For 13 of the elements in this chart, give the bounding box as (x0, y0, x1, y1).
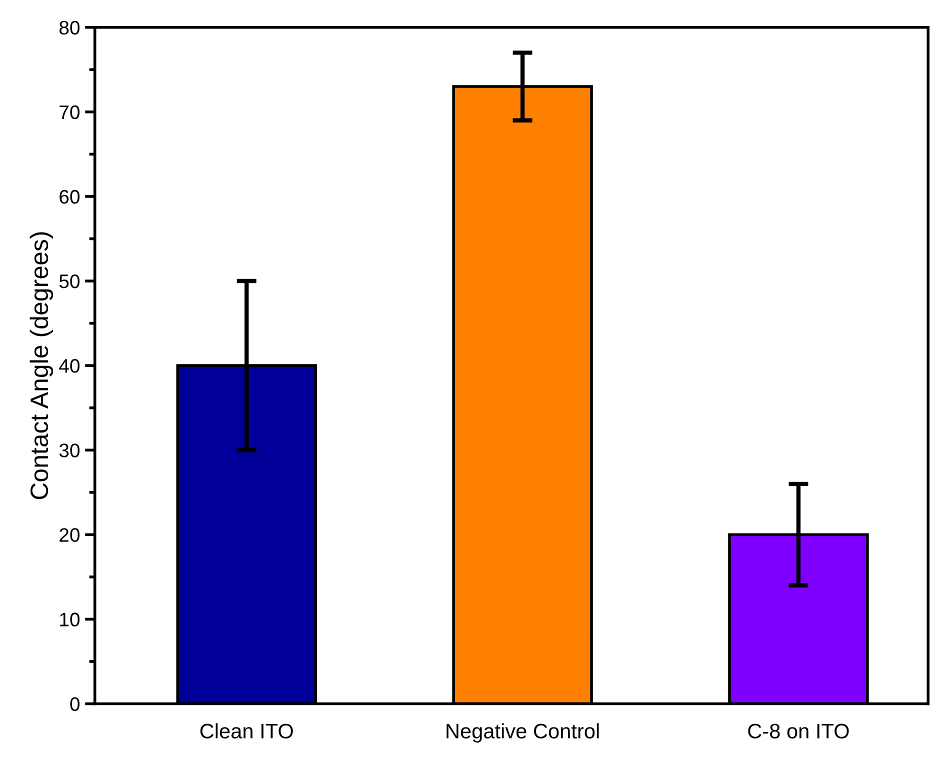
y-tick-label: 40 (59, 359, 80, 373)
y-tick-label: 60 (60, 190, 80, 204)
x-tick-label: Clean ITO (200, 723, 293, 739)
y-tick-label: 30 (59, 444, 80, 458)
y-tick-label: 80 (59, 20, 80, 35)
y-tick-label: 0 (70, 697, 80, 711)
x-tick-label: C-8 on ITO (748, 724, 849, 739)
y-tick-label: 50 (59, 274, 80, 288)
y-tick-label: 20 (60, 528, 80, 542)
y-tick-label: 70 (60, 105, 80, 120)
y-tick-label: 10 (60, 612, 80, 626)
x-tick-label: Negative Control (446, 723, 599, 743)
y-axis-title: Contact Angle (degrees) (30, 232, 54, 500)
